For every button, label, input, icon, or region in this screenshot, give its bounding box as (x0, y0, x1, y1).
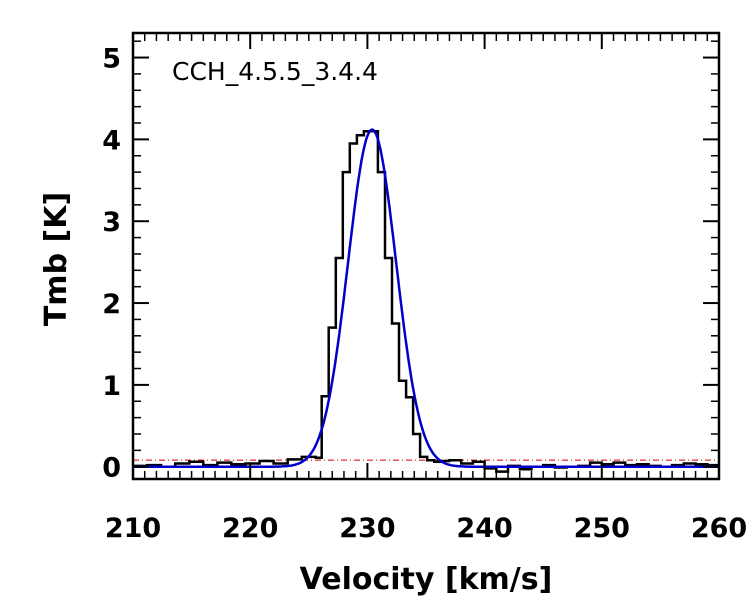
y-tick-label: 5 (102, 44, 121, 75)
chart-annotation: CCH_4.5.5_3.4.4 (172, 57, 378, 86)
x-tick-label: 230 (339, 513, 395, 544)
plot-frame (131, 31, 721, 481)
y-tick-label: 4 (102, 125, 121, 156)
x-tick-label: 260 (691, 513, 747, 544)
y-tick-label: 1 (102, 371, 121, 402)
y-tick-label: 2 (102, 289, 121, 320)
x-axis-title: Velocity [km/s] (300, 562, 553, 597)
x-tick-label: 210 (105, 513, 161, 544)
x-tick-label: 240 (456, 513, 512, 544)
x-tick-label: 220 (222, 513, 278, 544)
y-tick-label: 0 (102, 453, 121, 484)
y-tick-label: 3 (102, 207, 121, 238)
spectrum-histogram (133, 129, 719, 473)
gaussian-fit-line (133, 128, 719, 468)
y-axis-title: Tmb [K] (39, 192, 74, 326)
x-tick-label: 250 (574, 513, 630, 544)
